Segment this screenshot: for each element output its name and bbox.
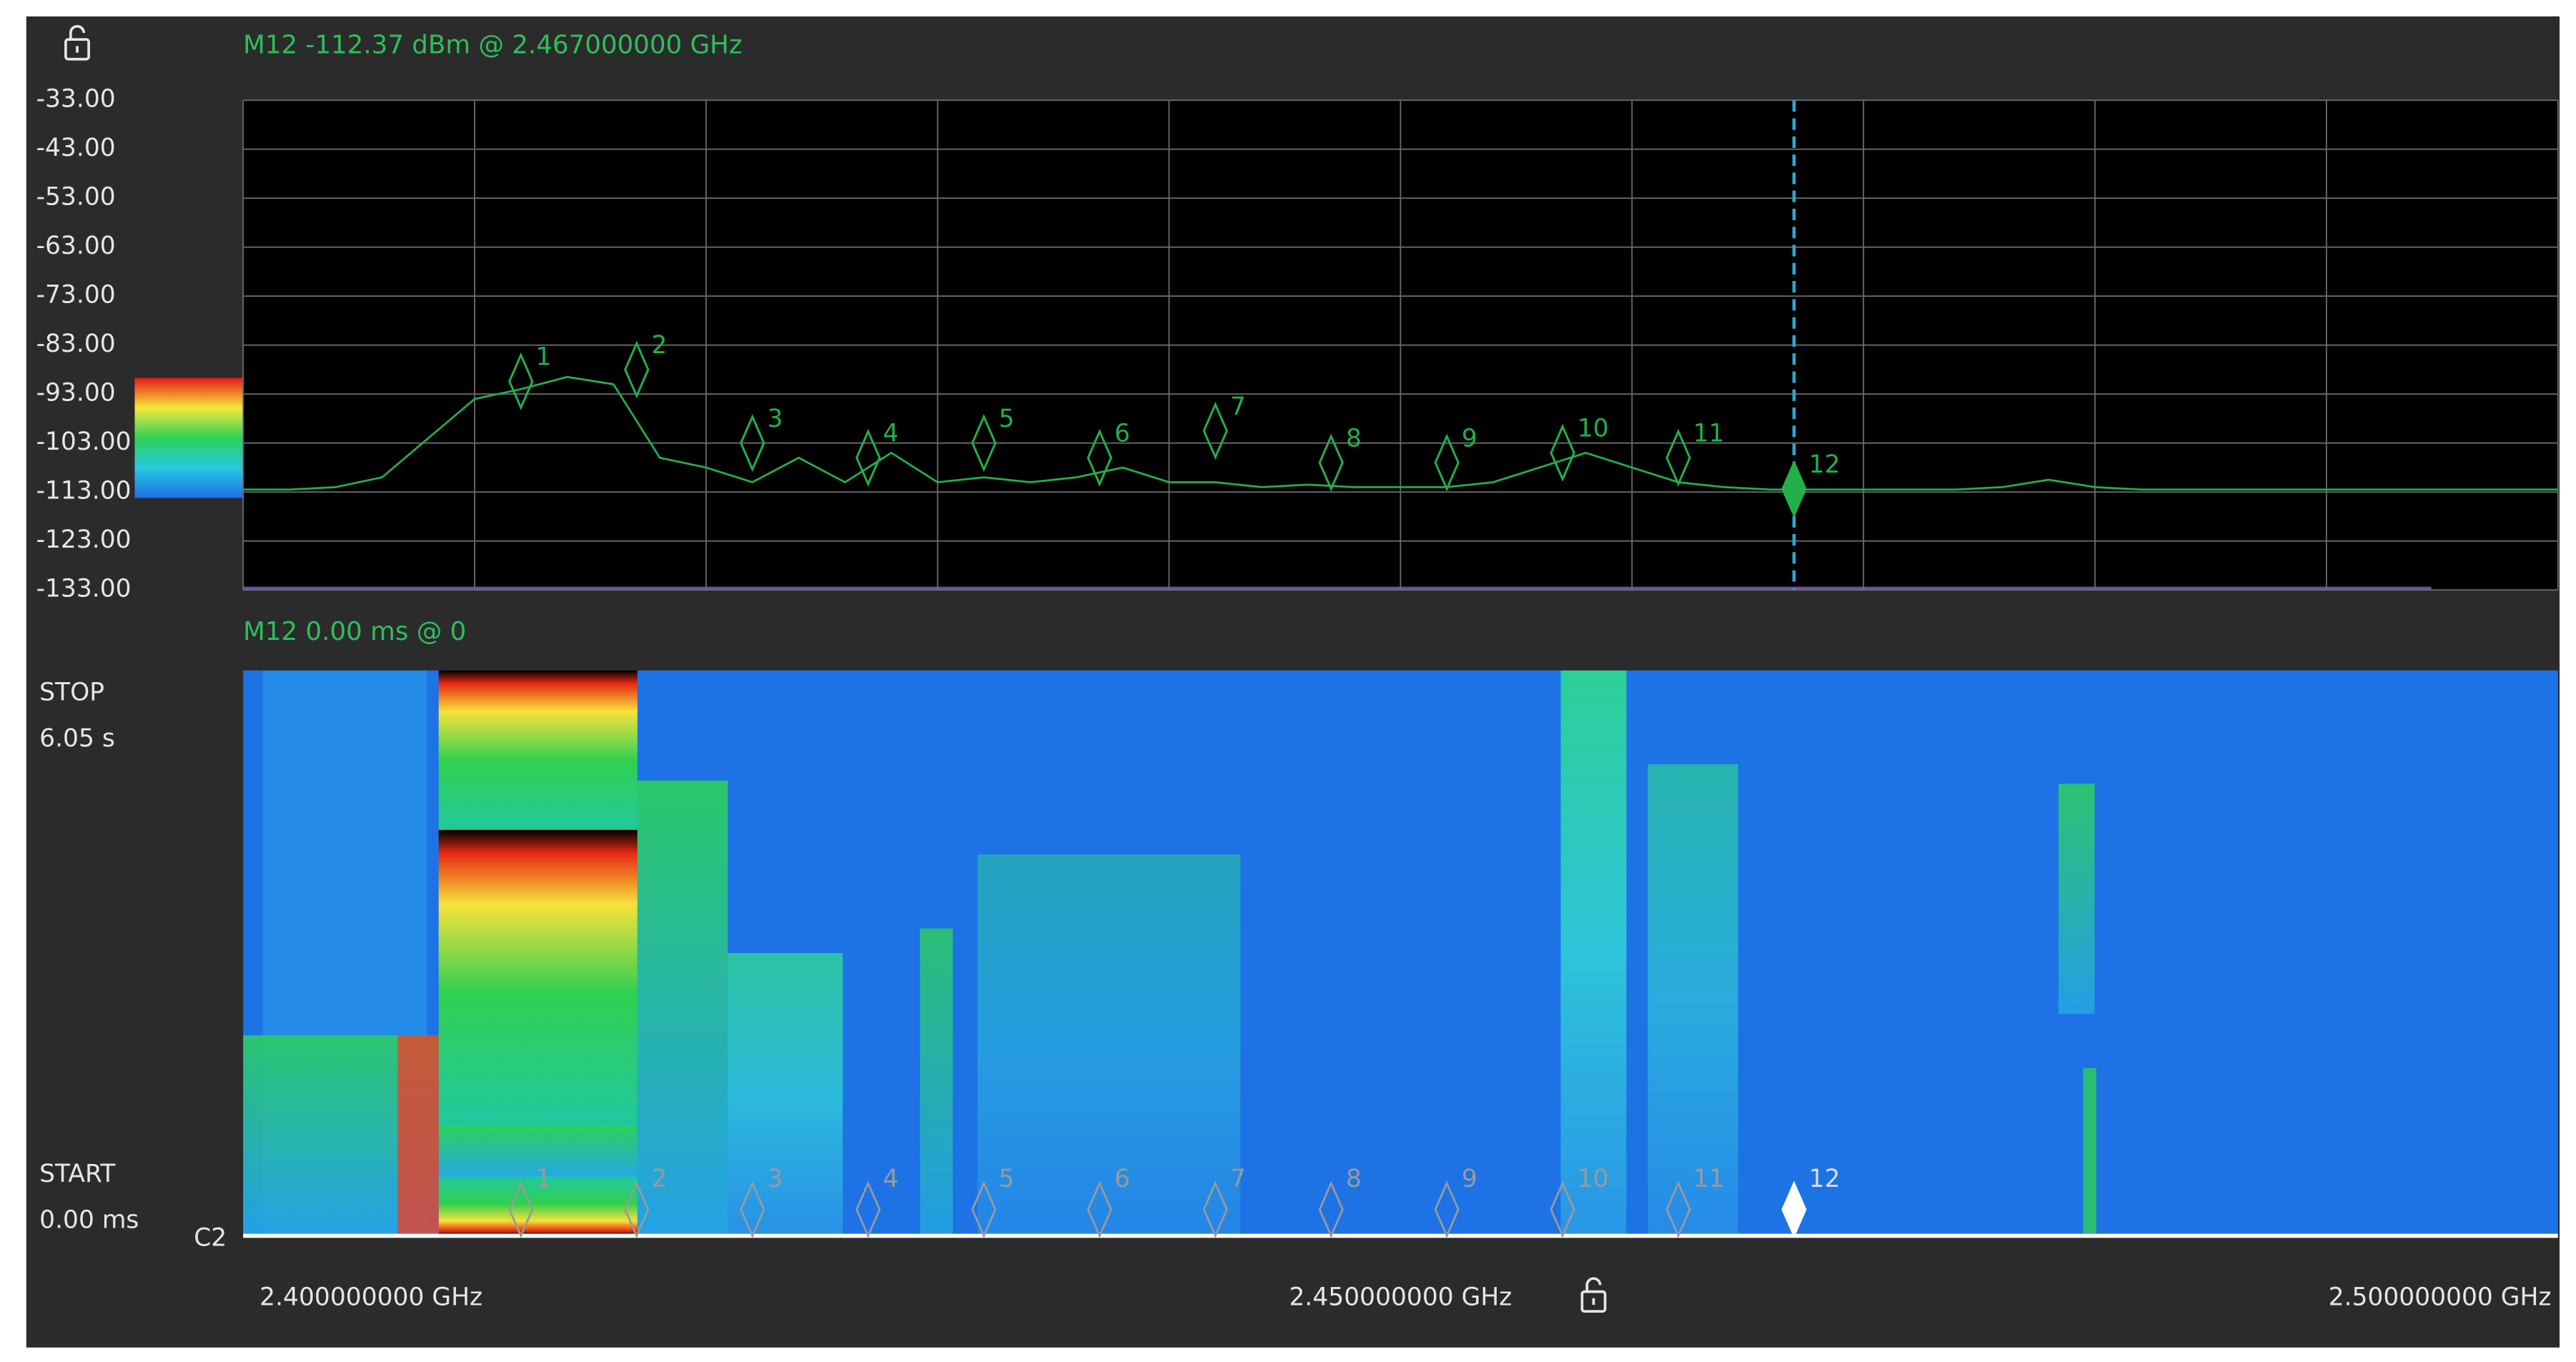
waterfall-marker [740, 1180, 766, 1238]
marker-label: 8 [1346, 424, 1362, 453]
marker-label: 10 [1577, 415, 1609, 443]
lock-icon[interactable] [64, 24, 90, 61]
y-tick-label: -33.00 [36, 85, 116, 114]
waterfall-marker [855, 1180, 881, 1238]
waterfall-marker-label: 11 [1693, 1165, 1725, 1193]
marker [624, 340, 650, 399]
marker-readout: M12 -112.37 dBm @ 2.467000000 GHz [243, 30, 742, 59]
waterfall-marker [1434, 1180, 1460, 1238]
waterfall-marker-label: 7 [1230, 1165, 1246, 1193]
y-tick-label: -73.00 [36, 281, 116, 310]
waterfall-marker-label: 4 [883, 1165, 898, 1193]
waterfall-marker-label: 2 [651, 1165, 667, 1193]
marker-label: 4 [883, 420, 898, 448]
y-tick-label: -103.00 [36, 428, 132, 456]
color-scale [134, 377, 244, 498]
channel-label: C2 [194, 1224, 227, 1253]
waterfall-marker-label: 9 [1462, 1165, 1477, 1193]
waterfall-marker-label: 12 [1809, 1165, 1841, 1193]
y-tick-label: -53.00 [36, 183, 116, 212]
waterfall-marker [508, 1180, 534, 1238]
waterfall-marker [624, 1180, 650, 1238]
y-tick-label: -93.00 [36, 379, 116, 408]
y-tick-label: -113.00 [36, 477, 132, 505]
start-label: START [39, 1160, 116, 1188]
waterfall-readout: M12 0.00 ms @ 0 [243, 617, 466, 646]
marker [855, 428, 881, 487]
y-tick-label: -123.00 [36, 525, 132, 554]
y-tick-label: -43.00 [36, 134, 116, 162]
waterfall-marker-label: 3 [767, 1165, 783, 1193]
waterfall-marker [971, 1180, 997, 1238]
marker-label: 2 [651, 331, 667, 360]
waterfall-marker [1550, 1180, 1575, 1238]
marker-label: 6 [1114, 420, 1130, 448]
marker [1318, 433, 1344, 492]
marker [508, 352, 534, 410]
marker-label: 1 [535, 343, 551, 372]
marker-label: 3 [767, 405, 783, 433]
marker [739, 414, 766, 473]
marker-label: 5 [999, 405, 1014, 433]
waterfall-marker [1781, 1180, 1807, 1238]
waterfall-marker-label: 8 [1346, 1165, 1362, 1193]
y-tick-label: -133.00 [36, 575, 132, 603]
marker [1434, 433, 1460, 492]
x-tick-label: 2.500000000 GHz [2329, 1283, 2552, 1311]
stop-label: STOP [39, 678, 104, 706]
x-tick-label: 2.400000000 GHz [259, 1283, 482, 1311]
waterfall [243, 670, 2558, 1236]
marker [1202, 402, 1229, 460]
marker-label: 11 [1693, 420, 1725, 448]
marker [1665, 428, 1691, 487]
waterfall-marker-label: 5 [999, 1165, 1014, 1193]
waterfall-marker [1318, 1180, 1344, 1238]
waterfall-marker [1086, 1180, 1113, 1238]
y-tick-label: -83.00 [36, 330, 116, 358]
waterfall-marker-label: 1 [535, 1165, 551, 1193]
stop-value: 6.05 s [39, 724, 115, 753]
x-tick-label: 2.450000000 GHz [1289, 1283, 1512, 1311]
y-tick-label: -63.00 [36, 232, 116, 260]
marker-label: 9 [1462, 424, 1477, 453]
marker [1086, 428, 1113, 487]
lock-icon[interactable] [1580, 1277, 1607, 1313]
waterfall-marker [1202, 1180, 1228, 1238]
trace [243, 375, 2558, 491]
waterfall-marker [1665, 1180, 1691, 1238]
waterfall-marker-label: 10 [1577, 1165, 1609, 1193]
marker [1781, 460, 1807, 518]
marker [971, 414, 997, 473]
marker-label: 12 [1809, 450, 1841, 479]
marker [1550, 423, 1575, 482]
waterfall-marker-label: 6 [1114, 1165, 1130, 1193]
start-value: 0.00 ms [39, 1205, 139, 1234]
marker-label: 7 [1230, 393, 1246, 421]
